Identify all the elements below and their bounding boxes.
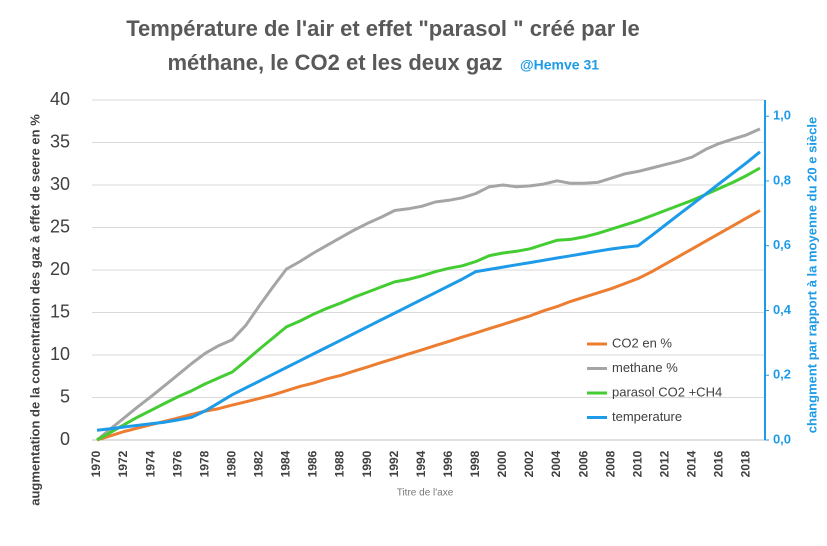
y2-axis-label: changment par rapport à la moyenne du 20…	[804, 117, 819, 433]
legend-label: CO2 en %	[612, 335, 672, 350]
annotation: @Hemve 31	[520, 57, 599, 73]
y-tick-label: 5	[60, 386, 70, 406]
y-tick-label: 20	[50, 259, 70, 279]
legend-label: methane %	[612, 360, 678, 375]
series-line	[96, 150, 761, 432]
x-tick-label: 1978	[197, 450, 211, 477]
x-tick-label: 2004	[549, 450, 563, 477]
x-tick-label: 2012	[657, 450, 671, 477]
x-tick-label: 1980	[224, 450, 238, 477]
x-tick-label: 2014	[685, 450, 699, 477]
chart-subtitle: méthane, le CO2 et les deux gaz	[167, 50, 502, 75]
y-tick-label: 15	[50, 301, 70, 321]
y2-tick-label: 0,2	[773, 367, 791, 382]
series-line	[96, 127, 761, 442]
x-tick-label: 1970	[89, 450, 103, 477]
x-tick-label: 1982	[252, 450, 266, 477]
legend-label: temperature	[612, 409, 682, 424]
x-tick-label: 2006	[576, 450, 590, 477]
y2-tick-label: 0,4	[773, 302, 792, 317]
y2-tick-label: 0,0	[773, 431, 791, 446]
x-tick-label: 1988	[333, 450, 347, 477]
x-tick-label: 2008	[603, 450, 617, 477]
x-tick-label: 2010	[630, 450, 644, 477]
x-axis-label: Titre de l'axe	[397, 488, 454, 499]
y-tick-label: 10	[50, 344, 70, 364]
y-tick-label: 25	[50, 216, 70, 236]
x-tick-label: 1984	[279, 450, 293, 477]
legend-label: parasol CO2 +CH4	[612, 384, 722, 399]
x-tick-label: 1986	[306, 450, 320, 477]
x-tick-label: 1990	[360, 450, 374, 477]
x-tick-label: 1998	[468, 450, 482, 477]
x-tick-label: 1996	[441, 450, 455, 477]
y-tick-label: 30	[50, 174, 70, 194]
y2-tick-label: 0,8	[773, 172, 791, 187]
y-tick-label: 0	[60, 429, 70, 449]
x-tick-label: 1994	[414, 450, 428, 477]
x-tick-label: 1974	[143, 450, 157, 477]
series-line	[96, 166, 761, 442]
x-tick-label: 1972	[116, 450, 130, 477]
y-tick-label: 40	[50, 89, 70, 109]
x-tick-label: 2016	[712, 450, 726, 477]
x-tick-label: 2018	[739, 450, 753, 477]
y-tick-label: 35	[50, 131, 70, 151]
x-tick-label: 2000	[495, 450, 509, 477]
y-axis-label: augmentation de la concentration des gaz…	[27, 114, 42, 506]
x-tick-label: 2002	[522, 450, 536, 477]
y2-tick-label: 0,6	[773, 237, 791, 252]
x-tick-label: 1992	[387, 450, 401, 477]
x-tick-label: 1976	[170, 450, 184, 477]
y2-tick-label: 1,0	[773, 108, 791, 123]
chart-title: Température de l'air et effet "parasol "…	[126, 16, 640, 41]
